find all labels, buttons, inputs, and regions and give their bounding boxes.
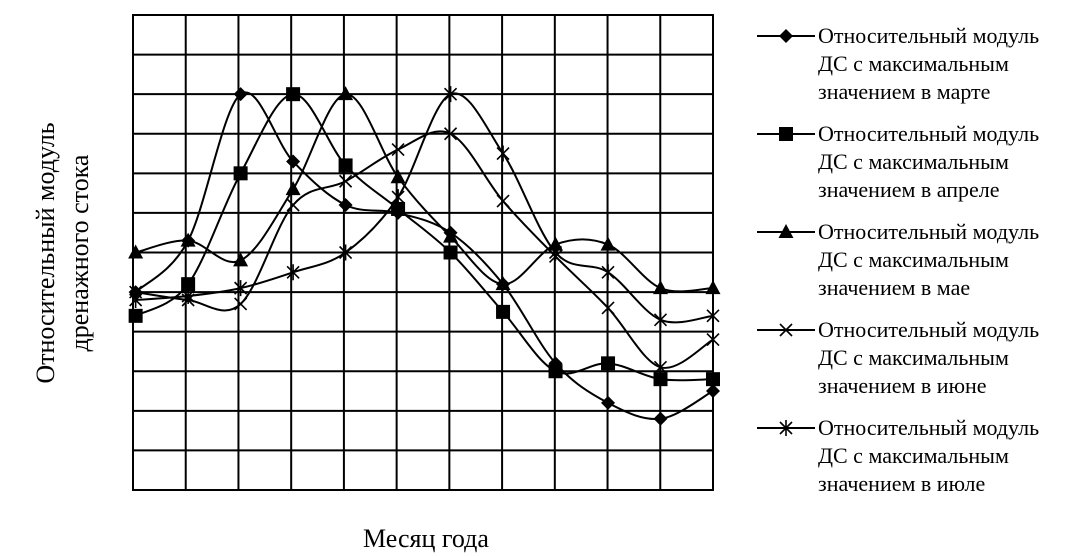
data-point-x bbox=[653, 360, 668, 374]
data-point-x bbox=[601, 301, 615, 315]
data-point-square bbox=[286, 87, 301, 102]
data-point-x bbox=[286, 198, 300, 212]
legend-label: ДС с максимальным bbox=[818, 51, 1009, 76]
series-2 bbox=[128, 87, 720, 387]
data-point-x bbox=[443, 127, 458, 141]
data-point-triangle bbox=[443, 228, 459, 243]
legend-label: ДС с максимальным bbox=[818, 247, 1009, 272]
data-point-star bbox=[496, 145, 510, 162]
data-point-x bbox=[706, 333, 720, 347]
chart-series bbox=[128, 86, 721, 426]
data-point-diamond bbox=[338, 198, 353, 212]
data-point-star bbox=[601, 264, 615, 281]
data-point-triangle bbox=[600, 236, 616, 251]
series-4 bbox=[129, 127, 720, 374]
legend-marker-x bbox=[779, 323, 793, 337]
legend-item-3: Относительный модуль ДС с максимальным зна… bbox=[757, 219, 1039, 300]
data-point-x bbox=[339, 174, 353, 188]
legend-marker-square bbox=[779, 127, 793, 141]
data-point-triangle bbox=[233, 252, 249, 267]
y-axis-label-line-2: дренажного стока bbox=[65, 154, 94, 351]
data-point-diamond bbox=[601, 395, 616, 410]
data-point-star bbox=[548, 244, 563, 261]
legend-marker-diamond bbox=[779, 29, 793, 43]
x-axis-label: Месяц года bbox=[363, 524, 489, 553]
y-axis-label-line-1: Относительный модуль bbox=[31, 122, 60, 383]
data-point-diamond bbox=[706, 384, 720, 399]
series-line bbox=[135, 93, 714, 293]
data-point-triangle bbox=[338, 86, 354, 101]
legend-label: ДС с максимальным bbox=[818, 149, 1009, 174]
data-point-x bbox=[391, 143, 405, 157]
series-3 bbox=[128, 86, 721, 295]
data-point-star bbox=[181, 288, 195, 305]
data-point-diamond bbox=[233, 87, 248, 102]
legend-label: Относительный модуль bbox=[818, 121, 1039, 146]
plot-grid bbox=[132, 14, 714, 491]
data-point-square bbox=[443, 245, 458, 260]
legend-marker-star bbox=[779, 420, 793, 436]
data-point-square bbox=[391, 201, 406, 216]
legend-label: Относительный модуль bbox=[818, 415, 1039, 440]
data-point-star bbox=[391, 189, 405, 206]
data-point-diamond bbox=[653, 411, 668, 426]
data-point-square bbox=[496, 304, 511, 319]
data-point-star bbox=[443, 86, 458, 103]
data-point-star bbox=[234, 280, 248, 297]
legend-label: Относительный модуль bbox=[818, 219, 1039, 244]
data-point-x bbox=[496, 194, 510, 208]
series-5 bbox=[129, 86, 720, 328]
data-point-star bbox=[706, 307, 720, 324]
data-point-x bbox=[234, 297, 248, 311]
legend-label: значением в июле bbox=[818, 471, 985, 496]
y-axis-label: Относительный модуль дренажного стока bbox=[31, 122, 94, 383]
legend-item-4: Относительный модуль ДС с максимальным зна… bbox=[757, 317, 1039, 398]
data-point-square bbox=[181, 277, 196, 292]
data-point-triangle bbox=[128, 244, 144, 259]
data-point-square bbox=[601, 356, 616, 371]
legend-item-5: Относительный модуль ДС с максимальным зна… bbox=[757, 415, 1039, 496]
data-point-star bbox=[653, 311, 668, 328]
data-point-square bbox=[338, 158, 353, 173]
data-point-triangle bbox=[705, 280, 721, 295]
legend-marker-triangle bbox=[778, 224, 794, 238]
data-point-square bbox=[233, 166, 248, 181]
legend-item-1: Относительный модуль ДС с максимальным зна… bbox=[757, 23, 1039, 104]
data-point-triangle bbox=[495, 276, 511, 291]
data-point-square bbox=[548, 364, 563, 379]
legend-label: значением в марте bbox=[818, 79, 990, 104]
series-line bbox=[134, 91, 714, 421]
legend-label: значением в мае bbox=[818, 275, 970, 300]
data-point-square bbox=[706, 372, 720, 387]
legend-label: Относительный модуль bbox=[818, 23, 1039, 48]
legend-label: значением в апреле bbox=[818, 177, 1000, 202]
data-point-star bbox=[129, 292, 143, 308]
data-point-star bbox=[286, 264, 300, 281]
legend-item-2: Относительный модуль ДС с максимальным зна… bbox=[757, 121, 1039, 202]
data-point-diamond bbox=[286, 154, 301, 169]
data-point-square bbox=[653, 372, 668, 387]
data-point-triangle bbox=[653, 280, 669, 295]
legend-label: значением в июне bbox=[818, 373, 987, 398]
data-point-star bbox=[339, 244, 353, 261]
data-point-triangle bbox=[285, 181, 301, 196]
data-point-triangle bbox=[180, 232, 196, 247]
legend: Относительный модуль ДС с максимальным зна… bbox=[757, 23, 1039, 496]
legend-label: Относительный модуль bbox=[818, 317, 1039, 342]
legend-label: ДС с максимальным bbox=[818, 443, 1009, 468]
data-point-triangle bbox=[390, 169, 406, 184]
data-point-square bbox=[128, 308, 143, 323]
legend-label: ДС с максимальным bbox=[818, 345, 1009, 370]
